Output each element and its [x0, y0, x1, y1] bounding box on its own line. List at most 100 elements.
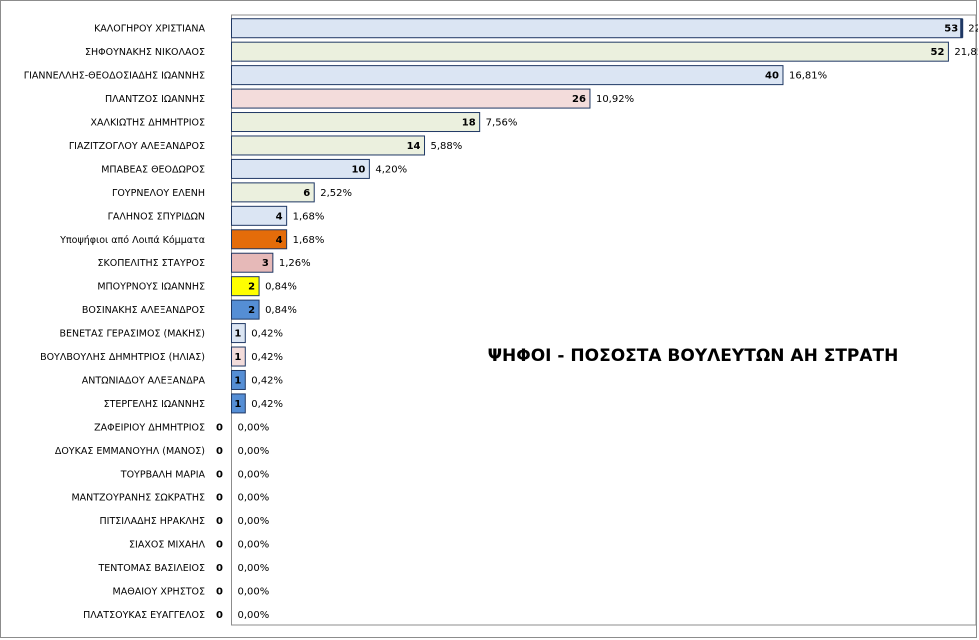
- bar: [231, 88, 591, 109]
- category-label: ΓΟΥΡΝΕΛΟΥ ΕΛΕΝΗ: [112, 188, 205, 199]
- bar: [231, 205, 288, 226]
- bar: [231, 229, 288, 250]
- data-label: 6: [303, 188, 310, 199]
- data-label: 0: [216, 563, 223, 574]
- data-label: 0: [216, 516, 223, 527]
- bar: [231, 112, 481, 133]
- category-label: Υποψήφιοι από Λοιπά Κόμματα: [59, 235, 205, 246]
- category-label: ΣΚΟΠΕΛΙΤΗΣ ΣΤΑΥΡΟΣ: [98, 258, 205, 269]
- category-label: ΒΕΝΕΤΑΣ ΓΕΡΑΣΙΜΟΣ (ΜΑΚΗΣ): [60, 329, 205, 340]
- percent-label: 0,00%: [238, 493, 270, 504]
- percent-label: 16,81%: [789, 71, 827, 82]
- data-label: 2: [248, 282, 255, 293]
- category-label: ΓΙΑΝΝΕΛΛΗΣ-ΘΕΟΔΟΣΙΑΔΗΣ ΙΩΑΝΝΗΣ: [24, 71, 205, 82]
- percent-label: 0,42%: [251, 399, 283, 410]
- category-label: ΜΑΝΤΖΟΥΡΑΝΗΣ ΣΩΚΡΑΤΗΣ: [71, 493, 205, 504]
- category-label: ΣΤΕΡΓΕΛΗΣ ΙΩΑΝΝΗΣ: [104, 399, 205, 410]
- data-label: 4: [276, 235, 283, 246]
- data-label: 0: [216, 422, 223, 433]
- data-label: 0: [216, 540, 223, 551]
- data-label: 14: [407, 141, 421, 152]
- category-label: ΔΟΥΚΑΣ ΕΜΜΑΝΟΥΗΛ (ΜΑΝΟΣ): [55, 446, 205, 457]
- category-label: ΤΟΥΡΒΑΛΗ ΜΑΡΙΑ: [120, 469, 206, 480]
- category-label: ΓΙΑΖΙΤΖΟΓΛΟΥ ΑΛΕΞΑΝΔΡΟΣ: [69, 141, 205, 152]
- percent-label: 1,26%: [279, 258, 311, 269]
- bar: [231, 276, 260, 297]
- category-label: ΒΟΥΛΒΟΥΛΗΣ ΔΗΜΗΤΡΙΟΣ (ΗΛΙΑΣ): [40, 352, 205, 363]
- percent-label: 0,00%: [238, 610, 270, 621]
- category-label: ΜΑΘΑΙΟΥ ΧΡΗΣΤΟΣ: [113, 587, 205, 598]
- bar: [231, 393, 246, 414]
- plot-border: [231, 14, 977, 626]
- percent-label: 1,68%: [293, 211, 325, 222]
- bars-layer: [231, 18, 964, 414]
- bar: [231, 18, 963, 39]
- data-label: 40: [765, 71, 779, 82]
- percent-label: 10,92%: [596, 94, 634, 105]
- data-label: 0: [216, 610, 223, 621]
- category-label: ΣΗΦΟΥΝΑΚΗΣ ΝΙΚΟΛΑΟΣ: [85, 47, 205, 58]
- category-label: ΒΟΣΙΝΑΚΗΣ ΑΛΕΞΑΝΔΡΟΣ: [82, 305, 205, 316]
- bar: [231, 323, 246, 344]
- data-label: 2: [248, 305, 255, 316]
- data-label: 4: [276, 211, 283, 222]
- bar: [231, 158, 370, 179]
- labels-layer: ΚΑΛΟΓΗΡΟΥ ΧΡΙΣΤΙΑΝΑ 53 22,27% ΣΗΦΟΥΝΑΚΗΣ ΝΙ…: [24, 24, 978, 621]
- percent-label: 5,88%: [431, 141, 463, 152]
- percent-label: 0,42%: [251, 375, 283, 386]
- percent-label: 0,84%: [265, 282, 297, 293]
- data-label: 0: [216, 587, 223, 598]
- data-label: 53: [944, 24, 958, 35]
- percent-label: 0,00%: [238, 587, 270, 598]
- percent-label: 2,52%: [320, 188, 352, 199]
- percent-label: 7,56%: [486, 118, 518, 129]
- category-label: ΖΑΦΕΙΡΙΟΥ ΔΗΜΗΤΡΙΟΣ: [94, 422, 205, 433]
- category-label: ΑΝΤΩΝΙΑΔΟΥ ΑΛΕΞΑΝΔΡΑ: [82, 375, 206, 386]
- bar: [231, 182, 315, 203]
- percent-label: 0,00%: [238, 540, 270, 551]
- bar: [231, 346, 246, 367]
- percent-label: 0,84%: [265, 305, 297, 316]
- category-label: ΠΙΤΣΙΛΑΔΗΣ ΗΡΑΚΛΗΣ: [100, 516, 205, 527]
- data-label: 52: [931, 47, 945, 58]
- category-label: ΠΛΑΤΣΟΥΚΑΣ ΕΥΑΓΓΕΛΟΣ: [83, 610, 205, 621]
- percent-label: 0,00%: [238, 469, 270, 480]
- bar: [231, 369, 246, 390]
- percent-label: 0,00%: [238, 516, 270, 527]
- category-label: ΠΛΑΝΤΖΟΣ ΙΩΑΝΝΗΣ: [105, 94, 205, 105]
- percent-label: 0,00%: [238, 563, 270, 574]
- bar: [231, 65, 784, 86]
- category-label: ΧΑΛΚΙΩΤΗΣ ΔΗΜΗΤΡΙΟΣ: [90, 118, 205, 129]
- percent-label: 4,20%: [375, 164, 407, 175]
- data-label: 1: [234, 329, 241, 340]
- data-label: 1: [234, 375, 241, 386]
- category-label: ΜΠΑΒΕΑΣ ΘΕΟΔΩΡΟΣ: [101, 164, 205, 175]
- percent-label: 0,00%: [238, 446, 270, 457]
- bar-edge: [960, 18, 964, 38]
- data-label: 1: [234, 352, 241, 363]
- chart-title: ΨΗΦΟΙ - ΠΟΣΟΣΤΑ ΒΟΥΛΕΥΤΩΝ ΑΗ ΣΤΡΑΤΗ: [488, 346, 899, 366]
- bar: [231, 299, 260, 320]
- percent-label: 22,27%: [968, 24, 978, 35]
- data-label: 18: [462, 118, 476, 129]
- category-label: ΣΙΑΧΟΣ ΜΙΧΑΗΛ: [129, 540, 205, 551]
- data-label: 3: [262, 258, 269, 269]
- bar: [231, 252, 274, 273]
- category-label: ΤΕΝΤΟΜΑΣ ΒΑΣΙΛΕΙΟΣ: [97, 563, 205, 574]
- category-label: ΜΠΟΥΡΝΟΥΣ ΙΩΑΝΝΗΣ: [97, 282, 205, 293]
- category-label: ΓΑΛΗΝΟΣ ΣΠΥΡΙΔΩΝ: [108, 211, 205, 222]
- percent-label: 1,68%: [293, 235, 325, 246]
- plot-area: [231, 14, 977, 626]
- data-label: 1: [234, 399, 241, 410]
- data-label: 10: [351, 164, 365, 175]
- data-label: 26: [572, 94, 586, 105]
- data-label: 0: [216, 446, 223, 457]
- percent-label: 0,42%: [251, 352, 283, 363]
- percent-label: 0,00%: [238, 422, 270, 433]
- bar: [231, 41, 949, 62]
- percent-label: 21,85%: [954, 47, 978, 58]
- percent-label: 0,42%: [251, 329, 283, 340]
- data-label: 0: [216, 493, 223, 504]
